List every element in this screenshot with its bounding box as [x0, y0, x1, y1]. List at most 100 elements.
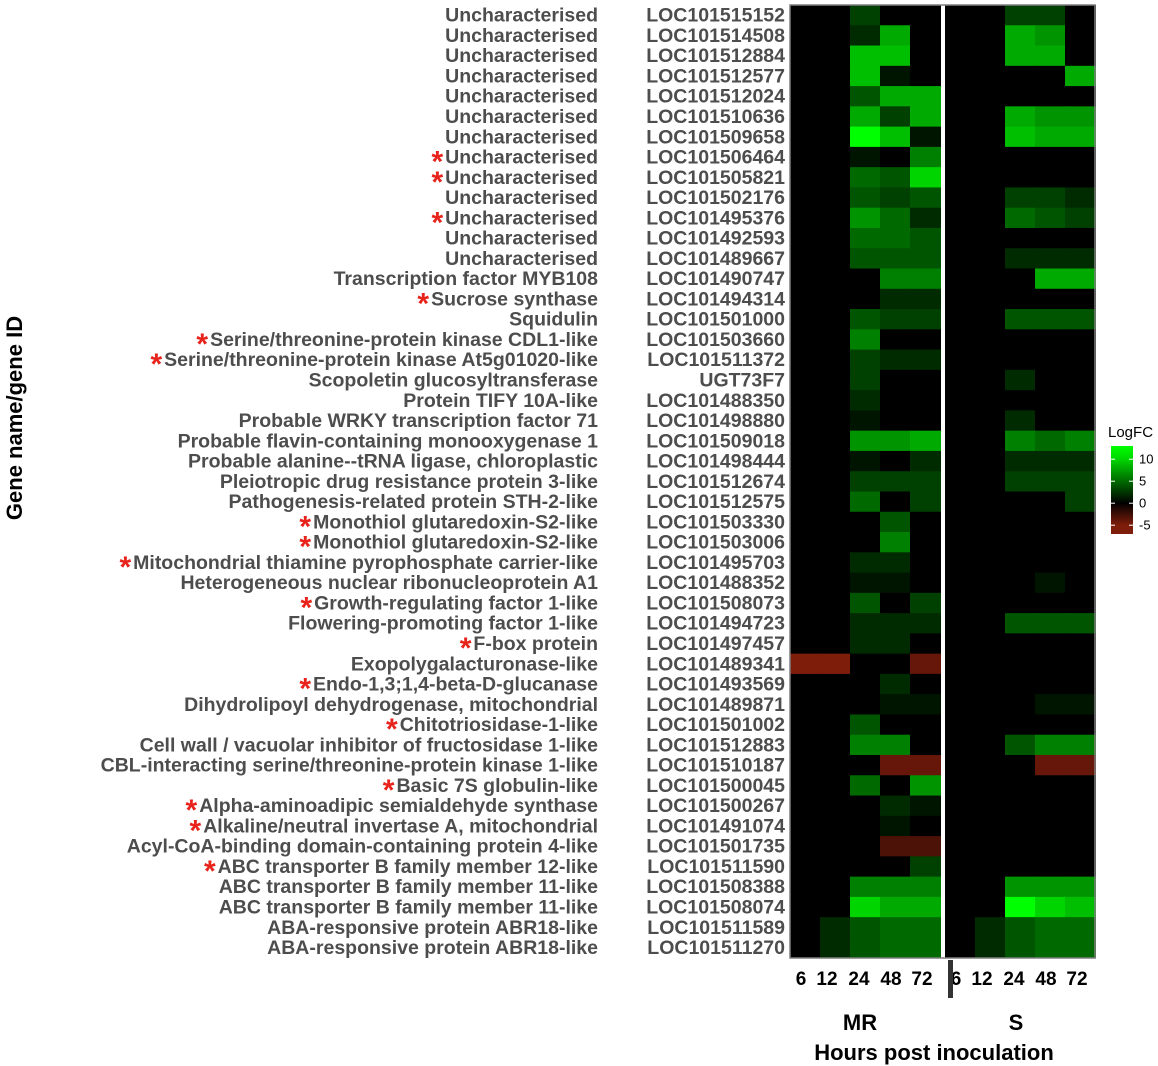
gene-id-label: LOC101495376 — [646, 207, 785, 229]
heatmap-cell — [975, 106, 1006, 128]
gene-name-label: Monothiol glutaredoxin-S2-like — [313, 511, 598, 533]
heatmap-cell — [790, 653, 821, 675]
heatmap-cell — [880, 309, 911, 330]
heatmap-cell — [850, 268, 881, 290]
heatmap-cell — [790, 613, 821, 634]
heatmap-cell — [975, 653, 1006, 675]
heatmap-cell — [1005, 673, 1036, 695]
heatmap-cell — [850, 25, 881, 47]
heatmap-cell — [975, 268, 1006, 290]
heatmap-cell — [1035, 694, 1066, 716]
heatmap-cell — [790, 714, 821, 736]
heatmap-cell — [945, 248, 976, 270]
gene-id-label: LOC101511270 — [647, 937, 785, 959]
heatmap-cell — [1005, 815, 1036, 837]
heatmap-cell — [975, 146, 1006, 168]
gene-name-label: Pathogenesis-related protein STH-2-like — [228, 491, 598, 513]
heatmap-cell — [945, 694, 976, 716]
heatmap-cell — [790, 734, 821, 756]
heatmap-cell — [975, 491, 1006, 513]
legend-colorbar — [1111, 446, 1133, 534]
gene-id-label: LOC101501735 — [646, 836, 785, 858]
heatmap-cell — [1005, 369, 1036, 391]
legend-tick-label: 0 — [1139, 496, 1146, 511]
significance-star-icon: * — [300, 591, 312, 624]
heatmap-cell — [820, 45, 851, 67]
heatmap-cell — [910, 775, 941, 797]
heatmap-cell — [820, 65, 851, 87]
heatmap-cell — [850, 450, 881, 472]
heatmap-cell — [945, 126, 976, 148]
heatmap-cell — [1005, 937, 1036, 959]
heatmap-cell — [850, 207, 881, 229]
heatmap-cell — [880, 572, 911, 594]
heatmap-cell — [790, 390, 821, 411]
heatmap-cell — [850, 815, 881, 837]
gene-name-label: Uncharacterised — [445, 106, 598, 128]
heatmap-cell — [910, 167, 941, 189]
heatmap-cell — [910, 248, 941, 270]
heatmap-cell — [790, 65, 821, 87]
heatmap-cell — [945, 410, 976, 432]
heatmap-cell — [1005, 86, 1036, 107]
heatmap-cell — [1065, 613, 1096, 634]
heatmap-cell — [880, 511, 911, 533]
gene-name-label: F-box protein — [473, 633, 598, 655]
heatmap-cell — [820, 227, 851, 249]
gene-id-label: LOC101512883 — [646, 734, 785, 756]
heatmap-cell — [1035, 775, 1066, 797]
heatmap-cell — [820, 268, 851, 290]
gene-name-label: Monothiol glutaredoxin-S2-like — [313, 532, 598, 554]
heatmap-cell — [910, 896, 941, 918]
x-tick-labels: 6 12 24 48 72 6 12 24 48 72 — [796, 969, 1088, 990]
heatmap-cell — [1005, 390, 1036, 411]
heatmap-cell — [790, 754, 821, 776]
heatmap-cell — [880, 896, 911, 918]
heatmap-cell — [945, 86, 976, 107]
heatmap-cell — [975, 896, 1006, 918]
gene-id-label: LOC101515152 — [646, 5, 785, 27]
heatmap-cell — [945, 187, 976, 209]
heatmap-cell — [850, 633, 881, 655]
heatmap-cell — [975, 167, 1006, 189]
gene-id-label: LOC101502176 — [646, 187, 785, 209]
heatmap-cell — [910, 613, 941, 634]
heatmap-cell — [790, 511, 821, 533]
significance-star-icon: * — [431, 206, 443, 239]
heatmap-cell — [975, 937, 1006, 959]
heatmap-cell — [880, 126, 911, 148]
heatmap-cell — [945, 146, 976, 168]
gene-id-label: LOC101495703 — [646, 552, 785, 574]
heatmap-cell — [790, 673, 821, 695]
heatmap-cell — [850, 86, 881, 107]
heatmap-cell — [820, 187, 851, 209]
heatmap-cell — [1035, 86, 1066, 107]
heatmap-cell — [975, 187, 1006, 209]
heatmap-cell — [975, 532, 1006, 553]
heatmap-cell — [820, 896, 851, 918]
significance-star-icon: * — [299, 531, 311, 564]
gene-id-label: LOC101505821 — [646, 167, 785, 189]
heatmap-cell — [910, 329, 941, 351]
heatmap-cell — [975, 227, 1006, 249]
heatmap-cell — [910, 876, 941, 898]
heatmap-cell — [910, 410, 941, 432]
heatmap-cell — [1065, 227, 1096, 249]
heatmap-cell — [1065, 329, 1096, 351]
heatmap-cell — [820, 309, 851, 330]
legend-tick-label: 10 — [1139, 452, 1153, 467]
gene-id-label: LOC101510636 — [646, 106, 785, 128]
heatmap-cell — [820, 795, 851, 817]
heatmap-cell — [1065, 896, 1096, 918]
heatmap-cell — [1035, 511, 1066, 533]
heatmap-cell — [1065, 5, 1096, 26]
heatmap-cell — [975, 349, 1006, 371]
heatmap-cell — [910, 207, 941, 229]
heatmap-cell — [880, 836, 911, 857]
gene-id-label: LOC101489341 — [646, 653, 785, 675]
heatmap-cell — [975, 673, 1006, 695]
gene-name-label: Probable WRKY transcription factor 71 — [239, 410, 599, 432]
significance-star-icon: * — [150, 348, 162, 381]
group-label-s: S — [1009, 1010, 1024, 1035]
heatmap-cell — [880, 5, 911, 26]
